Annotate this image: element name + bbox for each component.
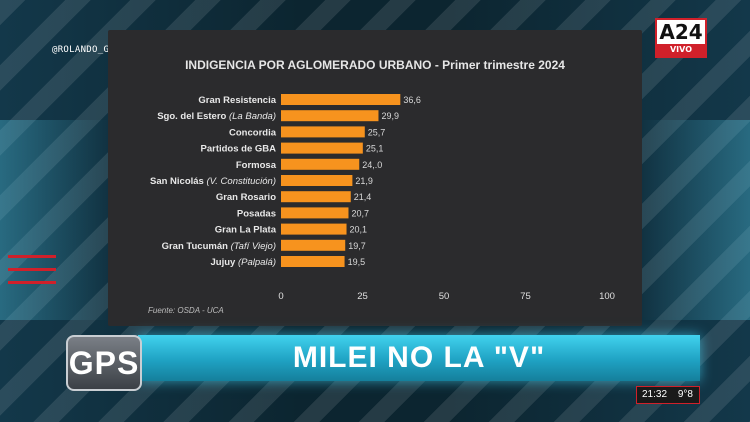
value-label: 20,7: [351, 208, 369, 218]
value-label: 29,9: [381, 111, 399, 121]
category-label: Gran La Plata: [215, 225, 277, 236]
x-tick-label: 0: [278, 291, 283, 302]
category-name: Concordia: [229, 127, 277, 138]
category-note: (Palpalá): [235, 257, 276, 268]
decorative-red-dashes: [8, 255, 56, 294]
bar: [281, 94, 401, 105]
bar: [281, 158, 360, 170]
category-name: Gran Rosario: [216, 192, 276, 203]
bar: [281, 126, 365, 138]
bar: [281, 191, 351, 203]
bar: [281, 142, 363, 154]
category-note: (V. Constitución): [204, 176, 276, 187]
x-tick-label: 75: [520, 291, 531, 302]
category-label: Jujuy (Palpalá): [211, 257, 276, 268]
live-badge: VIVO: [657, 44, 705, 56]
channel-logo: A24 VIVO: [655, 18, 707, 58]
headline-text: MILEI NO LA "V": [292, 341, 546, 374]
value-label: 19,5: [348, 257, 366, 267]
value-label: 20,1: [350, 225, 368, 235]
value-label: 21,4: [354, 192, 372, 202]
clock-bar: 21:32 9°8: [636, 386, 700, 404]
value-label: 25,1: [366, 144, 384, 154]
bar: [281, 175, 353, 186]
category-name: San Nicolás: [150, 176, 204, 187]
bar: [281, 223, 347, 235]
category-name: Posadas: [237, 208, 276, 219]
category-label: Gran Rosario: [216, 192, 276, 203]
value-label: 25,7: [368, 127, 386, 137]
category-name: Formosa: [236, 160, 277, 171]
chart-panel: Gran Resistencia 36,6 Sgo. del Estero (La …: [108, 30, 642, 326]
value-label: 19,7: [348, 241, 366, 251]
category-name: Gran Tucumán: [162, 241, 229, 252]
value-label: 24,.0: [362, 160, 382, 170]
chart-title: INDIGENCIA POR AGLOMERADO URBANO - Prime…: [185, 58, 565, 72]
category-label: San Nicolás (V. Constitución): [150, 176, 276, 187]
category-note: (Tafí Viejo): [228, 241, 276, 252]
category-name: Sgo. del Estero: [157, 111, 226, 122]
bar: [281, 256, 345, 267]
social-handle: @ROLANDO_GPS: [52, 45, 121, 55]
x-tick-label: 25: [357, 291, 368, 302]
bar: [281, 110, 379, 122]
clock-time: 21:32: [642, 389, 668, 400]
category-name: Gran La Plata: [215, 225, 277, 236]
background-glow-left: [0, 120, 110, 320]
channel-logo-text: A24: [659, 20, 703, 44]
category-note: (La Banda): [226, 111, 276, 122]
category-label: Formosa: [236, 160, 277, 171]
category-label: Gran Resistencia: [198, 95, 276, 106]
category-label: Posadas: [237, 208, 276, 219]
value-label: 21,9: [355, 176, 373, 186]
temperature: 9°8: [677, 389, 693, 400]
bar: [281, 207, 349, 219]
x-tick-label: 50: [439, 291, 450, 302]
headline-banner: MILEI NO LA "V": [138, 335, 700, 381]
bar-chart: Gran Resistencia 36,6 Sgo. del Estero (La …: [150, 94, 615, 302]
background-glow-right: [640, 120, 750, 320]
category-name: Partidos de GBA: [201, 144, 277, 155]
category-name: Gran Resistencia: [198, 95, 276, 106]
category-label: Partidos de GBA: [201, 144, 277, 155]
category-label: Concordia: [229, 127, 277, 138]
bar: [281, 239, 346, 251]
x-tick-label: 100: [599, 291, 615, 302]
category-name: Jujuy: [211, 257, 237, 268]
show-logo: GPS: [66, 335, 142, 391]
category-label: Sgo. del Estero (La Banda): [157, 111, 276, 122]
category-label: Gran Tucumán (Tafí Viejo): [162, 241, 276, 252]
value-label: 36,6: [403, 95, 421, 105]
chart-source: Fuente: OSDA - UCA: [148, 306, 224, 315]
